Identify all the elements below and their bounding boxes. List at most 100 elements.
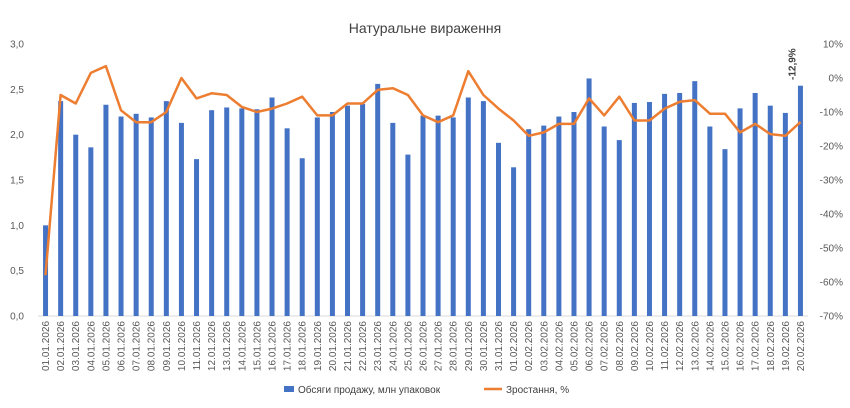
legend-label-line: Зростання, % [506, 385, 569, 396]
x-tick-label: 23.01.2026 [373, 321, 384, 371]
bar [88, 147, 94, 316]
bar [571, 112, 577, 316]
x-tick-label: 12.01.2026 [207, 321, 218, 371]
y-left-tick-label: 1,0 [10, 221, 24, 232]
y-right-tick-label: -20% [820, 142, 843, 153]
y-right-tick-label: -60% [820, 278, 843, 289]
x-tick-label: 04.02.2026 [554, 321, 565, 371]
bar [133, 113, 139, 317]
bar [480, 101, 486, 317]
y-right-tick-label: 0% [829, 74, 844, 85]
bar [148, 117, 154, 316]
growth-line [44, 64, 802, 276]
x-tick-label: 07.01.2026 [132, 321, 143, 371]
x-tick-label: 17.01.2026 [283, 321, 294, 371]
bar [329, 112, 335, 316]
x-tick-label: 12.02.2026 [675, 321, 686, 371]
x-tick-label: 01.01.2026 [41, 321, 52, 371]
bar [254, 109, 260, 316]
bar [375, 83, 381, 316]
x-tick-label: 09.01.2026 [162, 321, 173, 371]
bar [556, 116, 562, 317]
x-tick-label: 13.02.2026 [690, 321, 701, 371]
bar [194, 159, 200, 316]
y-axis-left: 0,0 0,5 1,0 1,5 2,0 2,5 3,0 [10, 40, 24, 323]
y-right-tick-label: 10% [823, 40, 843, 51]
x-tick-label: 17.02.2026 [751, 321, 762, 371]
x-tick-label: 16.02.2026 [736, 321, 747, 371]
x-tick-label: 08.01.2026 [147, 321, 158, 371]
bar [662, 93, 668, 316]
y-right-tick-label: -40% [820, 210, 843, 221]
x-tick-label: 27.01.2026 [434, 321, 445, 371]
x-tick-label: 11.01.2026 [192, 321, 203, 371]
legend-swatch-bars [284, 386, 294, 392]
y-left-tick-label: 0,5 [10, 266, 24, 277]
bar [103, 104, 109, 316]
legend: Обсяги продажу, млн упаковок Зростання, … [284, 384, 569, 396]
bar [767, 105, 773, 316]
bar [737, 108, 743, 316]
x-tick-label: 20.02.2026 [796, 321, 807, 371]
bar [797, 85, 803, 316]
bar [360, 103, 366, 316]
bar [526, 129, 532, 316]
x-tick-label: 25.01.2026 [403, 321, 414, 371]
bar [707, 126, 713, 316]
x-tick-label: 02.01.2026 [56, 321, 67, 371]
x-tick-label: 29.01.2026 [464, 321, 475, 371]
y-right-tick-label: -30% [820, 176, 843, 187]
x-tick-label: 10.01.2026 [177, 321, 188, 371]
x-tick-label: 03.02.2026 [539, 321, 550, 371]
x-tick-label: 22.01.2026 [358, 321, 369, 371]
x-axis-labels: 01.01.2026 02.01.2026 03.01.2026 04.01.2026… [41, 321, 807, 371]
bar [118, 116, 124, 317]
bar [677, 92, 683, 317]
x-tick-label: 03.01.2026 [71, 321, 82, 371]
bar [405, 154, 411, 316]
bar [345, 105, 351, 316]
x-tick-label: 19.01.2026 [313, 321, 324, 371]
bar-series [43, 78, 803, 317]
x-tick-label: 09.02.2026 [630, 321, 641, 371]
x-tick-label: 01.02.2026 [509, 321, 520, 371]
x-tick-label: 15.01.2026 [252, 321, 263, 371]
bar [495, 142, 501, 316]
x-tick-label: 15.02.2026 [720, 321, 731, 371]
x-tick-label: 21.01.2026 [343, 321, 354, 371]
x-tick-label: 14.02.2026 [705, 321, 716, 371]
x-tick-label: 26.01.2026 [419, 321, 430, 371]
x-tick-label: 06.01.2026 [117, 321, 128, 371]
legend-label-bars: Обсяги продажу, млн упаковок [298, 384, 441, 396]
y-left-tick-label: 1,5 [10, 176, 24, 187]
y-left-tick-label: 3,0 [10, 40, 24, 51]
x-tick-label: 08.02.2026 [615, 321, 626, 371]
bar [435, 115, 441, 316]
bar [616, 140, 622, 316]
y-right-tick-label: -50% [820, 244, 843, 255]
x-tick-label: 20.01.2026 [328, 321, 339, 371]
x-tick-label: 31.01.2026 [494, 321, 505, 371]
bar [752, 92, 758, 317]
y-left-tick-label: 0,0 [10, 312, 24, 323]
x-tick-label: 06.02.2026 [585, 321, 596, 371]
bar [782, 112, 788, 316]
bar [601, 126, 607, 316]
bar [163, 101, 169, 317]
y-right-tick-label: -70% [820, 312, 843, 323]
bar [646, 102, 652, 316]
bar [239, 108, 245, 316]
bar [450, 117, 456, 316]
x-tick-label: 19.02.2026 [781, 321, 792, 371]
bar [284, 128, 290, 316]
x-tick-label: 05.02.2026 [569, 321, 580, 371]
x-tick-label: 18.01.2026 [298, 321, 309, 371]
y-left-tick-label: 2,0 [10, 130, 24, 141]
bar [209, 110, 215, 316]
x-tick-label: 10.02.2026 [645, 321, 656, 371]
bar [586, 78, 592, 316]
bar [178, 122, 184, 316]
x-tick-label: 11.02.2026 [660, 321, 671, 371]
last-value-annotation: -12,9% [787, 48, 798, 80]
